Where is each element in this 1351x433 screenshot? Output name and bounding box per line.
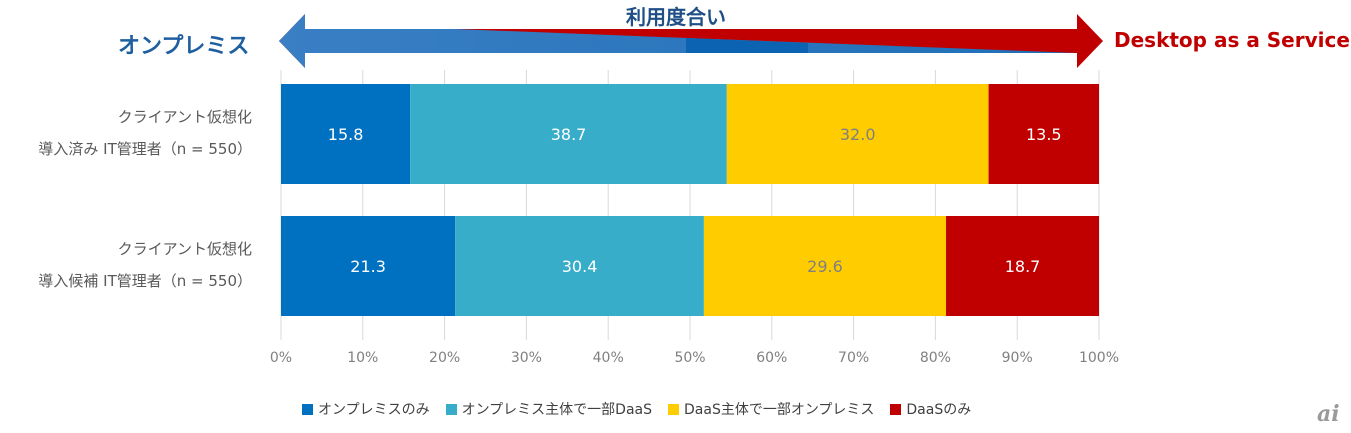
legend-label-onprem-main: オンプレミス主体で一部DaaS <box>461 402 652 418</box>
x-tick-label-0: 0% <box>270 350 292 366</box>
legend-label-onprem-only: オンプレミスのみ <box>318 402 430 418</box>
bar-onprem-main-row2 <box>455 216 704 316</box>
x-tick-label-100: 100% <box>1079 350 1119 366</box>
bar-onprem-only-row1 <box>281 84 411 184</box>
bar-daas-only-row2 <box>946 216 1099 316</box>
data-label-onprem-only-row2: 21.3 <box>350 257 386 276</box>
legend-item-onprem-only: オンプレミスのみ <box>302 399 430 419</box>
legend-label-daas-only: DaaSのみ <box>906 402 972 418</box>
bar-daas-main-row2 <box>703 216 947 316</box>
bar-onprem-only-row2 <box>281 216 456 316</box>
x-tick-label-10: 10% <box>347 350 378 366</box>
legend-item-onprem-main: オンプレミス主体で一部DaaS <box>445 399 652 419</box>
category-label-candidate-line2: 導入候補 IT管理者（n = 550） <box>38 272 252 290</box>
site-logo: ai <box>1317 401 1340 427</box>
legend-swatch-daas-only <box>890 403 902 415</box>
x-tick-label-30: 30% <box>511 350 542 366</box>
x-tick-label-50: 50% <box>674 350 705 366</box>
data-label-daas-main-row2: 29.6 <box>807 257 843 276</box>
category-label-deployed-line1: クライアント仮想化 <box>117 108 252 126</box>
x-tick-label-90: 90% <box>1002 350 1033 366</box>
data-label-daas-main-row1: 32.0 <box>840 125 876 144</box>
chart-legend: オンプレミスのみ オンプレミス主体で一部DaaS DaaS主体で一部オンプレミス… <box>302 398 987 420</box>
x-tick-label-60: 60% <box>756 350 787 366</box>
double-arrow-blue <box>279 14 1077 68</box>
x-tick-label-40: 40% <box>593 350 624 366</box>
legend-swatch-onprem-only <box>302 403 313 415</box>
bar-daas-main-row1 <box>726 84 989 184</box>
x-tick-label-80: 80% <box>920 350 951 366</box>
legend-item-daas-only: DaaSのみ <box>890 399 971 419</box>
category-label-candidate-line1: クライアント仮想化 <box>117 240 252 258</box>
x-tick-label-20: 20% <box>429 350 460 366</box>
data-label-onprem-only-row1: 15.8 <box>328 125 364 144</box>
bar-daas-only-row1 <box>988 84 1099 184</box>
legend-swatch-daas-main <box>668 403 679 415</box>
category-label-deployed-line2: 導入済み IT管理者（n = 550） <box>38 140 252 158</box>
daas-direction-label: Desktop as a Service <box>1114 28 1350 52</box>
data-label-onprem-main-row1: 38.7 <box>551 125 587 144</box>
usage-degree-label: 利用度合い <box>626 5 726 29</box>
onpremise-direction-label: オンプレミス <box>118 34 250 59</box>
x-tick-label-70: 70% <box>838 350 869 366</box>
data-label-onprem-main-row2: 30.4 <box>562 257 598 276</box>
data-label-daas-only-row1: 13.5 <box>1026 125 1062 144</box>
legend-item-daas-main: DaaS主体で一部オンプレミス <box>668 399 874 419</box>
legend-swatch-onprem-main <box>445 403 457 415</box>
double-arrow-blue-center <box>686 38 808 53</box>
bar-onprem-main-row1 <box>410 84 727 184</box>
legend-label-daas-main: DaaS主体で一部オンプレミス <box>684 402 875 418</box>
data-label-daas-only-row2: 18.7 <box>1005 257 1041 276</box>
